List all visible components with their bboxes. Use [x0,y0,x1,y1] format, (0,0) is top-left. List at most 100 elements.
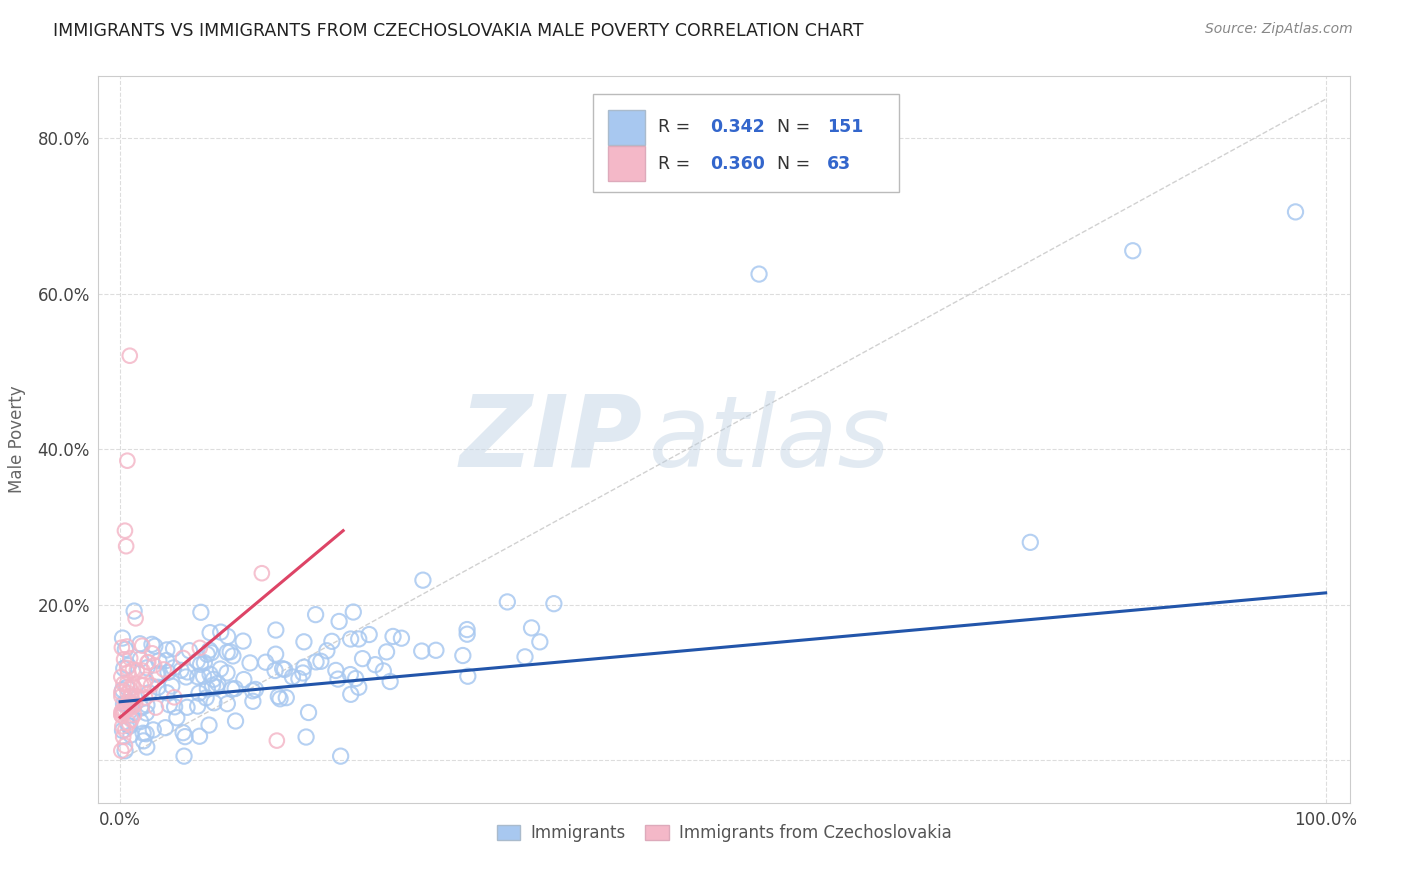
Point [120,728,142,742]
Point [276,690,298,705]
Point [496,595,519,609]
Point [239,656,262,670]
Point [209,625,232,640]
Point [232,634,254,648]
Point [129,699,152,714]
Point [114,642,136,657]
Point [156,643,179,657]
Point [304,607,326,622]
Point [110,690,132,704]
Point [114,739,136,753]
Point [292,635,315,649]
Point [245,682,267,697]
FancyBboxPatch shape [607,146,645,181]
Point [131,639,153,653]
Point [152,662,174,676]
Point [122,707,145,722]
Text: 63: 63 [827,155,851,173]
Text: ZIP: ZIP [460,391,643,488]
Point [124,611,146,625]
Point [242,694,264,708]
Point [325,664,347,678]
Point [135,706,157,720]
Point [138,655,160,669]
Point [195,648,218,662]
Point [117,696,139,710]
Point [115,661,138,675]
Point [254,655,277,669]
Point [292,660,315,674]
Point [122,663,145,677]
Point [162,661,184,675]
Point [138,686,160,700]
Point [187,670,209,684]
Point [129,652,152,666]
Point [110,708,132,723]
Point [157,698,180,712]
Point [146,680,169,694]
Point [110,670,132,684]
Point [250,566,273,581]
Point [451,648,474,663]
Point [131,701,153,715]
Point [117,686,139,700]
Point [305,655,328,669]
Text: N =: N = [776,119,815,136]
Point [110,705,132,719]
Point [110,744,132,758]
Point [132,678,155,692]
Point [321,634,343,648]
Point [118,695,141,709]
Point [297,706,319,720]
FancyBboxPatch shape [593,94,900,192]
Point [112,677,135,691]
Point [111,640,134,655]
Point [326,672,349,686]
Point [195,681,218,696]
Point [344,672,367,686]
Point [267,690,290,704]
Text: R =: R = [658,119,696,136]
Point [111,723,134,738]
Point [219,645,242,659]
Point [111,705,134,719]
Text: Source: ZipAtlas.com: Source: ZipAtlas.com [1205,22,1353,37]
Point [347,681,370,695]
Legend: Immigrants, Immigrants from Czechoslovakia: Immigrants, Immigrants from Czechoslovak… [491,818,957,849]
Text: 0.360: 0.360 [710,155,765,173]
Point [264,623,287,637]
Point [118,719,141,733]
Point [176,700,198,714]
Point [135,673,157,687]
Point [121,699,143,714]
Point [222,648,245,663]
Point [120,697,142,711]
Text: 0.342: 0.342 [710,119,765,136]
Point [195,690,218,705]
Point [120,690,142,704]
Point [111,703,134,717]
Point [141,646,163,660]
Point [342,605,364,619]
Point [391,631,413,645]
Point [110,685,132,699]
Point [520,621,543,635]
Point [129,714,152,729]
Text: 151: 151 [827,119,863,136]
Point [201,678,224,692]
Point [112,697,135,711]
Point [179,643,201,657]
Point [217,630,239,644]
Point [200,646,222,660]
Point [117,658,139,673]
Point [155,721,177,735]
Text: IMMIGRANTS VS IMMIGRANTS FROM CZECHOSLOVAKIA MALE POVERTY CORRELATION CHART: IMMIGRANTS VS IMMIGRANTS FROM CZECHOSLOV… [53,22,863,40]
Point [315,644,337,658]
Point [176,665,198,679]
Point [329,749,352,764]
Point [156,686,179,700]
Point [142,723,165,737]
Text: atlas: atlas [650,391,890,488]
Point [111,708,134,723]
Point [748,267,770,281]
